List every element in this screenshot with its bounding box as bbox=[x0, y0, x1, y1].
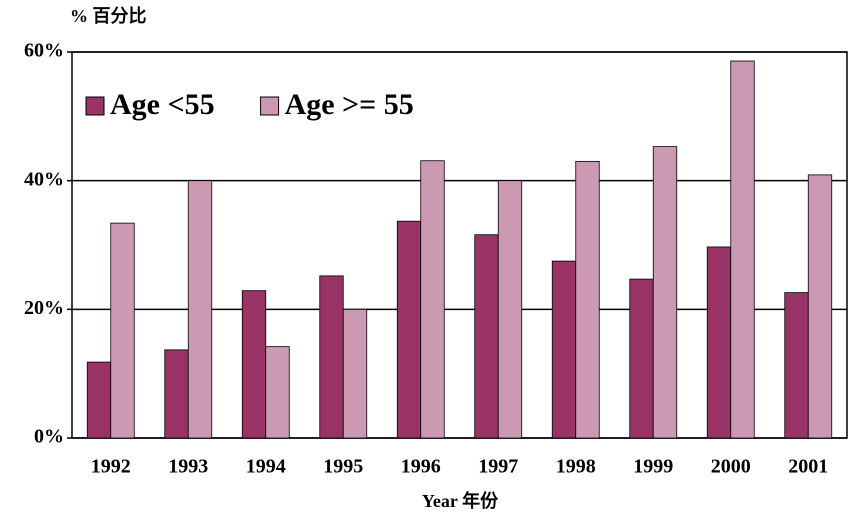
y-tick-label: 40% bbox=[24, 168, 64, 190]
bar bbox=[629, 278, 654, 439]
bar bbox=[110, 222, 135, 439]
bar bbox=[265, 346, 290, 439]
y-tick-label: 60% bbox=[24, 40, 64, 62]
legend-label: Age >= 55 bbox=[285, 88, 414, 121]
bar bbox=[807, 174, 833, 439]
x-tick-label: 1998 bbox=[556, 456, 596, 478]
x-tick-label: 2001 bbox=[788, 456, 828, 478]
bar bbox=[396, 220, 422, 439]
y-tick-label: 20% bbox=[24, 297, 64, 319]
bar bbox=[474, 234, 499, 439]
bar bbox=[784, 292, 809, 439]
x-tick-label: 1995 bbox=[323, 456, 363, 478]
bar bbox=[342, 308, 368, 439]
bar bbox=[86, 361, 112, 439]
legend-swatch bbox=[85, 96, 105, 116]
bar bbox=[497, 180, 523, 439]
bar bbox=[551, 260, 577, 439]
bar bbox=[420, 160, 445, 439]
bar bbox=[241, 290, 267, 439]
x-tick-label: 1993 bbox=[168, 456, 208, 478]
bar bbox=[652, 146, 678, 439]
legend-swatch bbox=[260, 96, 280, 116]
x-tick-label: 1994 bbox=[246, 456, 286, 478]
bar bbox=[187, 180, 213, 439]
y-axis-label: % 百分比 bbox=[70, 6, 147, 26]
x-tick-label: 1992 bbox=[91, 456, 131, 478]
x-tick-label: 1999 bbox=[633, 456, 673, 478]
bar bbox=[730, 60, 755, 439]
bar bbox=[319, 275, 344, 439]
bar bbox=[575, 160, 600, 439]
x-tick-label: 1997 bbox=[478, 456, 518, 478]
legend-label: Age <55 bbox=[110, 88, 215, 121]
bar bbox=[706, 246, 732, 439]
y-tick-label: 0% bbox=[34, 426, 64, 448]
x-tick-label: 2000 bbox=[711, 456, 751, 478]
x-axis-label: Year 年份 bbox=[422, 490, 499, 511]
bar bbox=[164, 349, 189, 439]
x-tick-label: 1996 bbox=[401, 456, 441, 478]
